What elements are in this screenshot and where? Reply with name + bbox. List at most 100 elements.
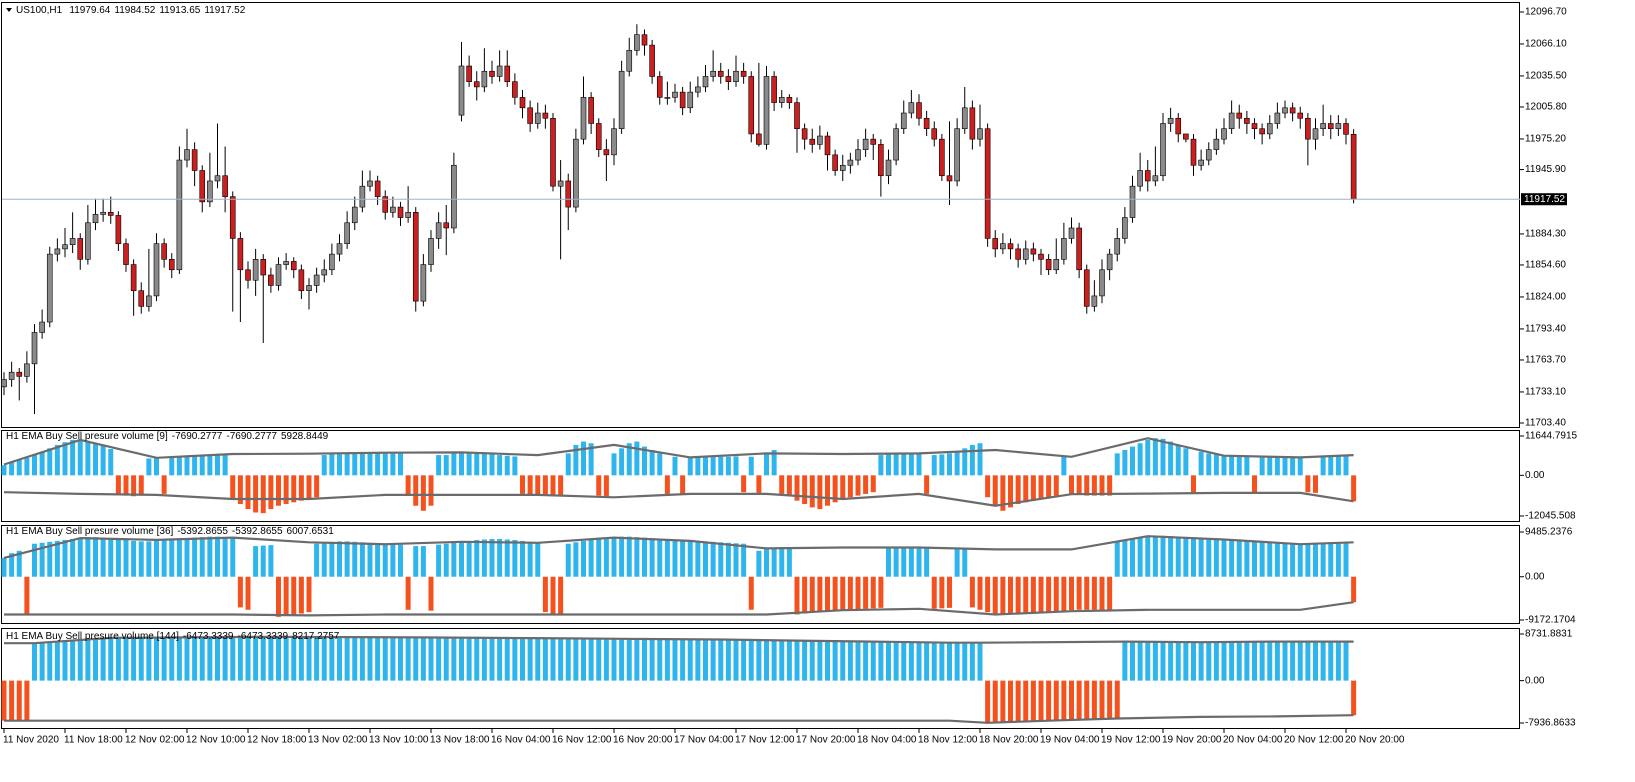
volume-bar — [703, 638, 708, 681]
menu-triangle[interactable] — [6, 8, 12, 12]
volume-bar — [939, 454, 945, 476]
volume-bar — [375, 453, 381, 476]
candle-body — [923, 117, 930, 130]
volume-bar — [626, 638, 632, 681]
candle-body — [283, 261, 289, 265]
volume-bar — [1175, 444, 1181, 476]
indicator-title: H1 EMA Buy Sell presure volume [36] — [6, 526, 174, 537]
candle-body — [824, 135, 831, 156]
volume-bar — [390, 452, 396, 476]
volume-bar — [253, 475, 259, 513]
volume-bar — [352, 636, 358, 681]
volume-bar — [1175, 536, 1181, 577]
y-tick-label: 12066.10 — [1525, 39, 1567, 50]
volume-bar — [1297, 457, 1303, 476]
volume-bar — [603, 475, 609, 498]
volume-bar — [77, 538, 83, 577]
volume-bar — [733, 543, 739, 577]
volume-bar — [1236, 642, 1242, 681]
volume-bar — [756, 639, 762, 681]
volume-bar — [1069, 475, 1074, 494]
volume-bar — [1061, 680, 1067, 721]
volume-bar — [459, 541, 464, 577]
candle-body — [1205, 149, 1212, 161]
volume-bar — [619, 638, 625, 681]
volume-bar — [466, 540, 472, 577]
volume-bar — [1046, 576, 1052, 612]
candle-body — [984, 128, 991, 239]
volume-bar — [1206, 538, 1212, 577]
candle-body — [46, 253, 53, 323]
volume-bar — [687, 457, 693, 476]
x-tick-label: 12 Nov 02:00 — [125, 735, 185, 746]
volume-bar — [1069, 576, 1074, 611]
volume-bar — [764, 548, 769, 577]
volume-bar — [504, 455, 510, 476]
volume-bar — [436, 455, 442, 476]
volume-bar — [596, 638, 602, 681]
volume-bar — [47, 642, 53, 681]
volume-bar — [24, 457, 30, 476]
volume-bar — [741, 639, 747, 681]
volume-bar — [70, 439, 76, 476]
candle-body — [855, 149, 861, 161]
volume-bar — [176, 538, 182, 577]
volume-bar — [619, 536, 625, 577]
volume-bar — [962, 448, 968, 476]
x-tick-label: 20 Nov 12:00 — [1284, 735, 1344, 746]
candle-body — [717, 70, 724, 77]
candle-body — [473, 81, 480, 88]
y-tick-label: 9485.2376 — [1525, 527, 1573, 538]
volume-bar — [870, 641, 876, 681]
volume-bar — [1290, 543, 1296, 577]
candle-body — [916, 102, 922, 119]
candle-body — [306, 285, 312, 291]
candle-body — [786, 97, 793, 103]
volume-bar — [1252, 642, 1257, 681]
volume-bar — [954, 642, 960, 681]
volume-bar — [184, 456, 190, 476]
volume-bar — [969, 444, 975, 476]
volume-bar — [657, 453, 663, 476]
volume-bar — [1229, 642, 1235, 681]
volume-bar — [626, 536, 632, 577]
candle-body — [115, 215, 122, 244]
volume-bar — [1130, 641, 1135, 681]
volume-bar — [420, 475, 426, 511]
volume-bar — [100, 445, 106, 476]
y-tick-label: 0.00 — [1525, 470, 1545, 481]
volume-bar — [382, 543, 388, 577]
volume-bar — [1107, 680, 1113, 719]
volume-bar — [802, 640, 808, 681]
volume-bar — [283, 636, 289, 681]
indicator-readout: -7690.2777 — [226, 431, 277, 442]
volume-bar — [901, 453, 907, 476]
volume-bar — [474, 539, 480, 577]
volume-bar — [825, 475, 830, 506]
candle-body — [1297, 112, 1304, 119]
lower-envelope — [4, 601, 1354, 617]
volume-bar — [1053, 680, 1059, 721]
volume-bar — [1137, 641, 1143, 681]
candle-body — [1106, 253, 1113, 271]
volume-bar — [847, 640, 853, 681]
candle-body — [237, 238, 244, 271]
candle-body — [451, 164, 457, 229]
y-tick-label: 11824.00 — [1525, 292, 1566, 303]
y-tick-label: 11793.40 — [1525, 324, 1566, 335]
candle-body — [229, 196, 236, 239]
volume-bar — [573, 444, 579, 476]
volume-bar — [1313, 641, 1318, 681]
volume-bar — [138, 541, 144, 577]
candle-body — [31, 332, 38, 365]
volume-bar — [695, 638, 701, 681]
x-tick-label: 16 Nov 20:00 — [613, 735, 673, 746]
upper-envelope — [4, 635, 1354, 645]
y-tick-label: 0.00 — [1525, 675, 1545, 686]
candle-body — [191, 149, 198, 171]
candle-body — [992, 238, 999, 250]
x-tick-label: 11 Nov 18:00 — [64, 735, 123, 746]
volume-bar — [588, 443, 594, 476]
candle-body — [1030, 248, 1037, 255]
volume-bar — [1335, 542, 1341, 577]
